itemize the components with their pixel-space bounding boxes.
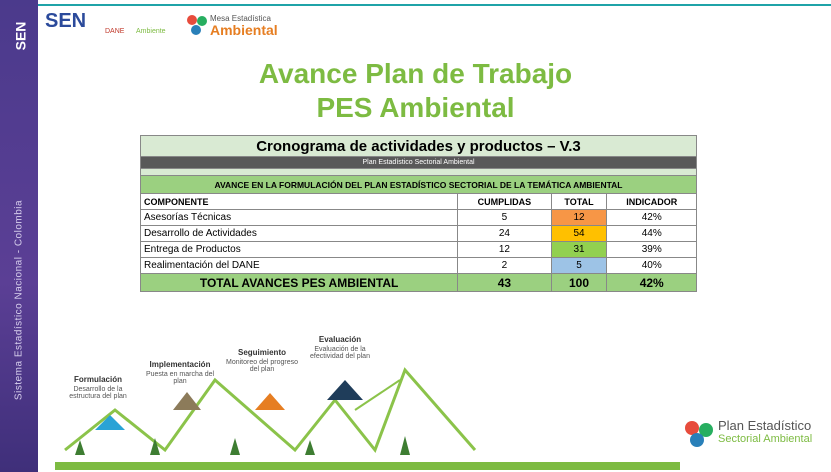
stage: Evaluación Evaluación de la efectividad d… [300,335,380,360]
table-row: AVANCE EN LA FORMULACIÓN DEL PLAN ESTADÍ… [141,176,697,194]
table-cell: 24 [458,226,551,242]
table-row: Plan Estadístico Sectorial Ambiental [141,157,697,169]
logo-sen: SEN [45,10,86,33]
mesa-icon [186,14,208,36]
stage: Formulación Desarrollo de la estructura d… [58,375,138,400]
table-cell: Entrega de Productos [141,242,458,258]
table-title: Cronograma de actividades y productos – … [141,136,697,157]
logo-dane: DANE [105,28,124,35]
table-cell: Desarrollo de Actividades [141,226,458,242]
table-cell: 39% [607,242,697,258]
total-cell: TOTAL AVANCES PES AMBIENTAL [141,274,458,292]
table-section: AVANCE EN LA FORMULACIÓN DEL PLAN ESTADÍ… [141,176,697,194]
stage-label: Evaluación [300,335,380,344]
stage: Seguimiento Monitoreo del progreso del pl… [222,348,302,373]
stage-desc: Desarrollo de la estructura del plan [69,386,127,400]
table-cell: 12 [458,242,551,258]
footer-icon [682,418,720,448]
footer-logo-line: Plan Estadístico [718,418,811,433]
stage-label: Formulación [58,375,138,384]
stage-label: Implementación [140,360,220,369]
logo-ambiente: Ambiente [136,28,166,35]
table-cell: 44% [607,226,697,242]
column-header: CUMPLIDAS [458,194,551,210]
sidebar-text: Sistema Estadístico Nacional - Colombia [14,200,25,400]
table-cell: 12 [551,210,607,226]
table-row: Cronograma de actividades y productos – … [141,136,697,157]
total-cell: 100 [551,274,607,292]
table-cell: 31 [551,242,607,258]
footer-logo-line: Sectorial Ambiental [718,433,812,445]
table-cell: Asesorías Técnicas [141,210,458,226]
sidebar-brand: SEN [12,22,28,51]
total-cell: 43 [458,274,551,292]
slide: SEN Sistema Estadístico Nacional - Colom… [0,0,831,472]
table-cell: 54 [551,226,607,242]
mesa-bottom: Ambiental [210,22,278,38]
stage-desc: Puesta en marcha del plan [146,371,214,385]
stage-desc: Monitoreo del progreso del plan [226,359,298,373]
column-header: TOTAL [551,194,607,210]
table-row [141,169,697,176]
stage-desc: Evaluación de la efectividad del plan [310,346,370,360]
title-line: PES Ambiental [0,92,831,124]
table-cell: Realimentación del DANE [141,258,458,274]
column-header: INDICADOR [607,194,697,210]
spacer [141,169,697,176]
table-subtitle: Plan Estadístico Sectorial Ambiental [141,157,697,169]
total-cell: 42% [607,274,697,292]
table-cell: 42% [607,210,697,226]
stage: Implementación Puesta en marcha del plan [140,360,220,385]
table-cell: 5 [458,210,551,226]
title-line: Avance Plan de Trabajo [0,58,831,90]
progress-table: Cronograma de actividades y productos – … [140,135,697,292]
stage-label: Seguimiento [222,348,302,357]
top-line [38,4,831,6]
table-cell: 5 [551,258,607,274]
table-cell: 40% [607,258,697,274]
column-header: COMPONENTE [141,194,458,210]
table-cell: 2 [458,258,551,274]
